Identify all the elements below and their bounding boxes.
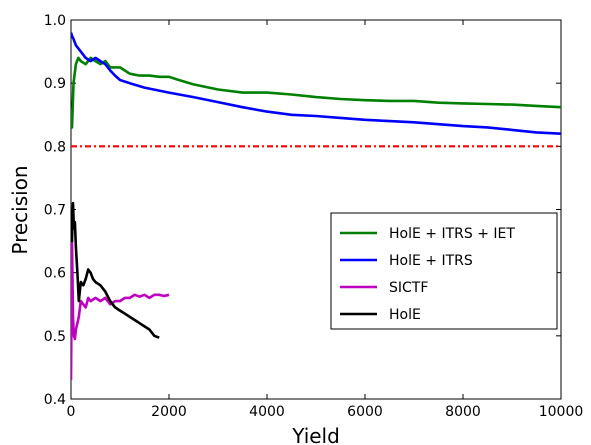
y-tick-label: 0.9	[44, 76, 66, 92]
series-line-1	[71, 32, 561, 135]
x-tick-label: 2000	[151, 404, 187, 420]
y-tick-label: 1.0	[44, 13, 66, 29]
series-lines	[71, 32, 561, 381]
plot-area: 0 2000 4000 6000 8000 10000 0.4 0.5 0.6 0.7 0.8 0.9…	[44, 13, 584, 420]
y-tick-label: 0.7	[44, 203, 66, 219]
series-line-2	[71, 239, 170, 381]
legend-label: HolE	[389, 307, 421, 323]
series-line-0	[71, 56, 561, 129]
x-tick-label: 10000	[539, 404, 584, 420]
legend: HolE + ITRS + IET HolE + ITRS SICTF HolE	[330, 212, 558, 330]
axis-ticks: 0 2000 4000 6000 8000 10000 0.4 0.5 0.6 0.7 0.8 0.9…	[44, 13, 584, 420]
y-axis-label: Precision	[8, 165, 32, 254]
y-tick-label: 0.5	[44, 329, 66, 345]
series-line-3	[71, 201, 160, 339]
x-axis-label: Yield	[291, 424, 340, 445]
y-tick-label: 0.6	[44, 266, 66, 282]
y-tick-label: 0.4	[44, 392, 66, 408]
x-tick-label: 8000	[445, 404, 481, 420]
x-tick-label: 0	[67, 404, 76, 420]
legend-label: HolE + ITRS	[389, 253, 473, 269]
legend-label: HolE + ITRS + IET	[389, 226, 515, 242]
legend-label: SICTF	[389, 280, 428, 296]
x-tick-label: 6000	[347, 404, 383, 420]
x-tick-label: 4000	[249, 404, 285, 420]
y-tick-label: 0.8	[44, 139, 66, 155]
